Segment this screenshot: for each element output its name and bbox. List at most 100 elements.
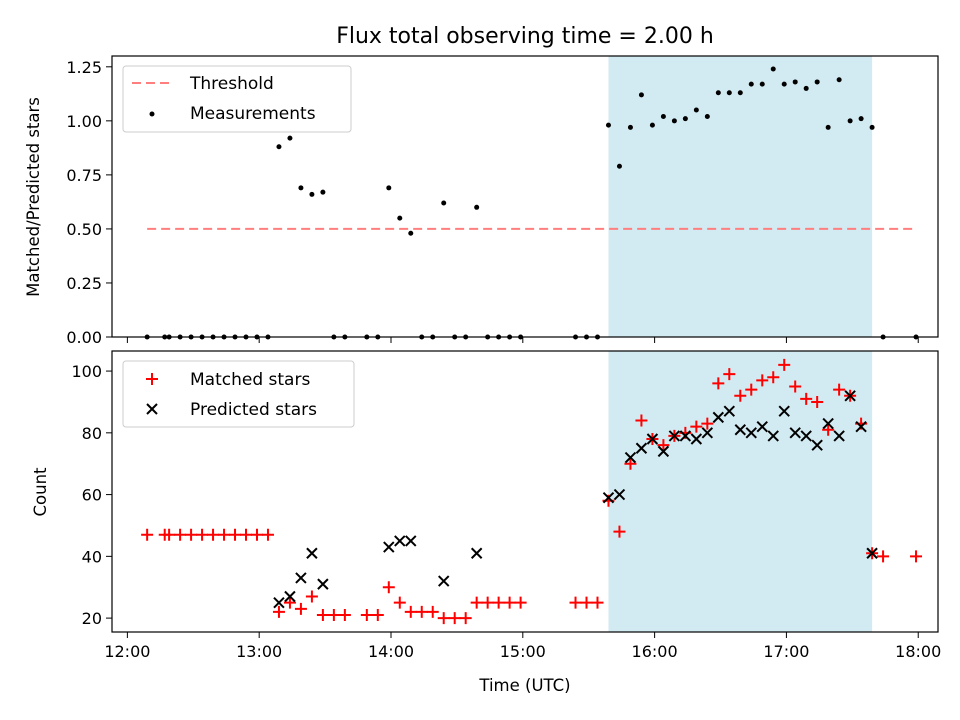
y-tick-label: 40: [82, 547, 102, 566]
y-tick-label: 0.25: [66, 274, 102, 293]
x-tick-label: 17:00: [763, 642, 809, 661]
matched-star-point: [756, 374, 769, 387]
matched-star-point: [569, 596, 582, 609]
matched-star-point: [415, 605, 428, 618]
top-panel: 0.00 0.25 0.50 0.75 1.00 1.25 Matched/Predict…: [24, 55, 939, 347]
measurement-point: [320, 189, 326, 195]
legend-measurements-swatch: [149, 111, 155, 117]
matched-star-point: [514, 596, 527, 609]
matched-star-point: [272, 605, 285, 618]
measurement-point: [781, 81, 787, 87]
measurement-point: [693, 107, 699, 113]
matched-star-point: [833, 383, 846, 396]
matched-star-point: [174, 528, 187, 541]
predicted-star-point: [317, 578, 329, 590]
predicted-star-point: [613, 488, 626, 501]
predicted-star-point: [778, 405, 790, 417]
predicted-star-point: [284, 590, 296, 603]
predicted-star-point: [833, 430, 845, 442]
x-tick-label: 12:00: [104, 642, 150, 661]
matched-star-point: [767, 371, 780, 384]
predicted-star-point: [438, 575, 450, 587]
predicted-star-point: [394, 535, 406, 547]
matched-star-point: [481, 596, 494, 609]
measurement-point: [803, 85, 809, 91]
x-tick-label: 18:00: [895, 642, 941, 661]
matched-star-point: [613, 525, 626, 538]
predicted-star-point: [822, 417, 834, 430]
measurement-point: [397, 215, 403, 221]
legend-matched-label: Matched stars: [190, 370, 310, 390]
predicted-star-point: [668, 430, 681, 442]
predicted-star-point: [306, 547, 318, 559]
top-y-ticks: 0.00 0.25 0.50 0.75 1.00 1.25: [66, 58, 112, 347]
predicted-star-point: [767, 430, 779, 442]
predicted-star-point: [624, 451, 637, 464]
y-tick-label: 20: [82, 609, 102, 628]
matched-star-point: [305, 590, 318, 603]
matched-star-point: [701, 417, 714, 430]
matched-star-point: [294, 602, 307, 615]
y-tick-label: 0.00: [66, 328, 102, 347]
matched-star-point: [503, 596, 516, 609]
matched-star-point: [240, 528, 253, 541]
matched-star-point: [690, 420, 703, 433]
predicted-star-point: [866, 547, 878, 559]
matched-star-point: [492, 596, 505, 609]
measurement-point: [627, 124, 633, 130]
measurement-point: [770, 66, 776, 72]
y-tick-label: 1.25: [66, 58, 102, 77]
measurement-point: [814, 79, 820, 85]
predicted-star-point: [646, 433, 659, 445]
predicted-star-point: [811, 439, 823, 451]
measurement-point: [704, 114, 710, 120]
predicted-star-point: [789, 427, 801, 439]
predicted-star-point: [756, 420, 768, 433]
predicted-star-point: [295, 572, 307, 584]
matched-star-point: [338, 609, 351, 622]
bottom-y-ticks: 20 40 60 80 100: [71, 362, 112, 628]
y-tick-label: 80: [82, 424, 102, 443]
matched-star-point: [250, 528, 263, 541]
measurement-point: [748, 81, 754, 87]
matched-star-point: [657, 439, 670, 452]
matched-star-point: [470, 596, 483, 609]
matched-star-point: [448, 612, 461, 625]
top-legend-box: [122, 65, 352, 133]
matched-star-point: [822, 423, 835, 436]
predicted-star-point: [690, 433, 703, 445]
predicted-star-point: [679, 430, 692, 442]
measurement-point: [616, 163, 622, 169]
matched-star-point: [437, 612, 450, 625]
matched-star-point: [734, 389, 747, 402]
legend-predicted-swatch: [146, 403, 158, 415]
y-tick-label: 60: [82, 486, 102, 505]
measurement-point: [276, 144, 282, 150]
matched-star-point: [712, 377, 725, 390]
matched-star-point: [382, 581, 395, 594]
matched-star-point: [745, 383, 758, 396]
predicted-star-point: [800, 430, 812, 442]
top-y-axis-label: Matched/Predicted stars: [24, 97, 43, 297]
matched-star-point: [141, 528, 154, 541]
predicted-star-point: [383, 541, 395, 553]
matched-star-point: [877, 550, 890, 563]
measurement-point: [682, 116, 688, 122]
legend-predicted-label: Predicted stars: [190, 400, 317, 420]
measurement-point: [408, 230, 414, 236]
measurement-point: [287, 135, 293, 141]
matched-star-point: [371, 609, 384, 622]
matched-star-point: [635, 414, 648, 427]
figure-title: Flux total observing time = 2.00 h: [336, 24, 714, 49]
predicted-star-point: [273, 596, 285, 609]
matched-star-point: [723, 368, 736, 381]
top-legend: Threshold Measurements: [122, 65, 352, 133]
y-tick-label: 0.75: [66, 166, 102, 185]
measurement-point: [759, 81, 765, 87]
matched-star-point: [459, 612, 472, 625]
x-tick-label: 14:00: [368, 642, 414, 661]
legend-measurements-label: Measurements: [190, 104, 316, 124]
matched-star-point: [360, 609, 373, 622]
bottom-legend: Matched stars Predicted stars: [122, 360, 355, 428]
